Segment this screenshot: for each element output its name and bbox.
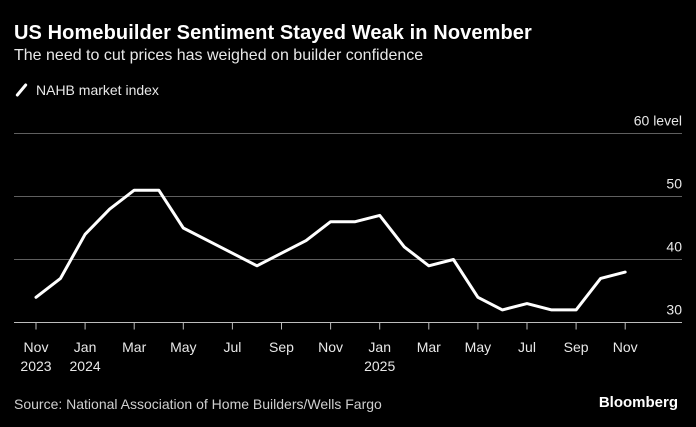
x-tick-label: Nov [24, 339, 49, 355]
x-tick-label: Jul [223, 339, 241, 355]
y-tick-label: 60 level [634, 113, 682, 129]
y-tick-label: 30 [666, 302, 682, 318]
x-tick-label: Sep [564, 339, 589, 355]
x-tick-year-label: 2025 [364, 358, 395, 374]
legend: NAHB market index [14, 82, 159, 98]
source-note: Source: National Association of Home Bui… [14, 396, 382, 412]
x-tick-label: May [170, 339, 196, 355]
x-tick-label: Jan [74, 339, 97, 355]
x-tick-label: Jan [368, 339, 391, 355]
x-tick-label: May [465, 339, 491, 355]
bloomberg-logo: Bloomberg [598, 394, 678, 411]
x-tick-label: Nov [318, 339, 343, 355]
y-tick-label: 50 [666, 176, 682, 192]
x-tick-year-label: 2023 [20, 358, 51, 374]
series-line-nahb [34, 188, 627, 312]
legend-label: NAHB market index [36, 82, 159, 98]
y-tick-label: 40 [666, 239, 682, 255]
x-tick-label: Mar [122, 339, 146, 355]
x-tick-year-label: 2024 [70, 358, 101, 374]
x-tick-label: Mar [417, 339, 441, 355]
chart-subtitle: The need to cut prices has weighed on bu… [14, 47, 424, 64]
chart-title: US Homebuilder Sentiment Stayed Weak in … [14, 22, 532, 44]
x-tick-label: Sep [269, 339, 294, 355]
x-tick-label: Jul [518, 339, 536, 355]
x-tick-label: Nov [613, 339, 638, 355]
